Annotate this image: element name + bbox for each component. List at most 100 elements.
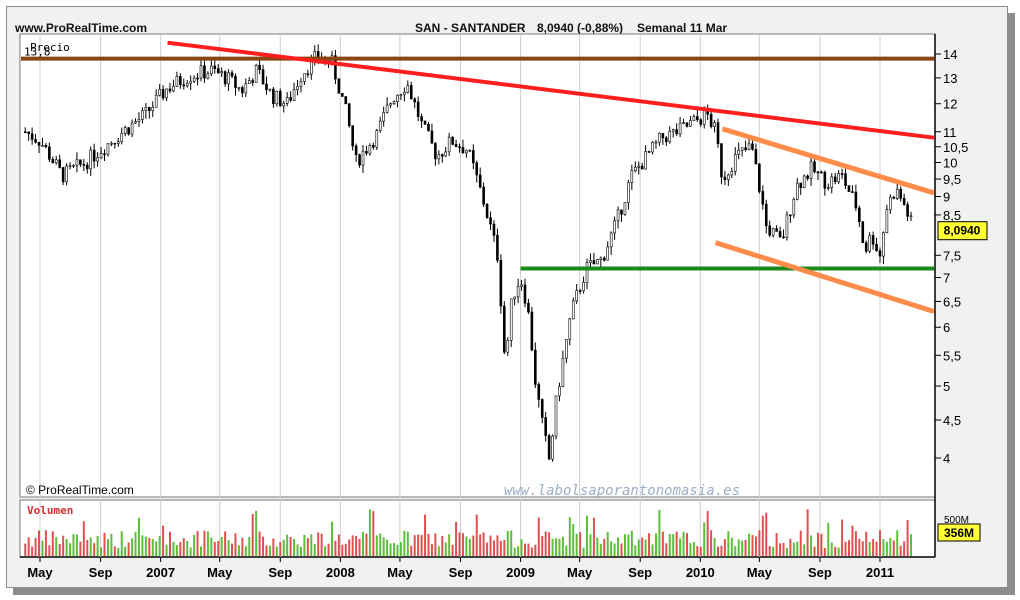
volume-bar	[713, 537, 716, 556]
candle-body	[244, 83, 248, 94]
candle-body	[75, 159, 79, 166]
candle-body	[189, 80, 192, 84]
y-tick-label: 7,5	[943, 248, 961, 263]
y-tick-label: 5,5	[943, 348, 961, 363]
candle-body	[658, 133, 661, 143]
candle-body	[265, 83, 268, 91]
candle-body	[406, 85, 410, 93]
candle-body	[241, 87, 244, 94]
candle-body	[506, 340, 510, 353]
volume-bar	[892, 540, 895, 556]
volume-bar	[375, 535, 378, 556]
volume-bar	[482, 532, 485, 556]
volume-bar	[306, 538, 309, 556]
candle-body	[516, 286, 520, 298]
candle-body	[682, 122, 685, 125]
candle-body	[196, 77, 199, 80]
candle-body	[675, 129, 678, 135]
volume-bar	[210, 537, 213, 556]
site-title[interactable]: www.ProRealTime.com	[15, 21, 148, 35]
candle-body	[165, 88, 168, 99]
volume-bar	[520, 539, 523, 556]
candle-body	[858, 207, 861, 223]
candle-body	[875, 244, 878, 252]
volume-bar	[324, 546, 327, 556]
candle-body	[430, 130, 434, 144]
candle-body	[882, 232, 885, 257]
volume-bar	[193, 534, 196, 556]
volume-bar	[237, 545, 240, 556]
volume-bar	[561, 536, 564, 556]
candle-body	[475, 162, 479, 176]
candle-body	[589, 260, 592, 263]
candle-body	[130, 122, 134, 135]
volume-bar	[692, 541, 695, 556]
candle-body	[613, 220, 616, 234]
volume-bar	[379, 533, 382, 556]
candle-body	[347, 103, 351, 127]
copyright-text: © ProRealTime.com	[26, 483, 134, 497]
candle-body	[110, 142, 113, 145]
candle-body	[503, 305, 506, 353]
volume-bar	[730, 537, 733, 556]
volume-bar	[51, 531, 54, 556]
volume-bar	[127, 542, 130, 556]
volume-bar	[327, 543, 330, 556]
candle-body	[871, 235, 875, 245]
volume-bar	[96, 536, 99, 556]
candle-body	[179, 76, 182, 86]
candle-body	[554, 395, 558, 437]
candle-body	[468, 150, 472, 152]
volume-bar	[272, 538, 275, 556]
volume-bar	[610, 541, 613, 556]
candle-body	[444, 151, 448, 157]
candle-body	[385, 104, 389, 113]
candle-body	[575, 290, 578, 302]
volume-bar	[110, 533, 113, 556]
x-tick-label: Sep	[449, 565, 473, 580]
candle-body	[182, 84, 186, 87]
volume-bar	[413, 535, 416, 556]
volume-bar	[834, 546, 837, 556]
volume-bar	[903, 541, 906, 556]
candle-body	[771, 228, 775, 236]
y-tick-label: 10,5	[943, 140, 968, 155]
volume-bar	[103, 532, 106, 556]
volume-bar	[217, 540, 220, 556]
candle-body	[830, 176, 834, 188]
y-tick-label: 12	[943, 97, 957, 112]
candle-body	[223, 71, 227, 85]
candle-body	[730, 171, 734, 176]
candle-body	[471, 150, 475, 164]
y-tick-label: 9,5	[943, 172, 961, 187]
volume-bar	[162, 525, 165, 556]
candle-body	[465, 150, 468, 154]
volume-tick-label: 500M	[944, 515, 969, 526]
volume-bar	[606, 532, 609, 556]
candle-body	[527, 302, 530, 313]
volume-bar	[744, 539, 747, 556]
volume-bar	[885, 541, 888, 556]
volume-bar	[751, 535, 754, 556]
volume-bar	[461, 533, 464, 556]
volume-bar	[189, 547, 192, 556]
volume-bar	[896, 530, 899, 556]
volume-bar	[506, 531, 509, 556]
candle-body	[258, 64, 261, 71]
volume-bar	[293, 539, 296, 556]
volume-bar	[813, 546, 816, 556]
volume-bar	[86, 540, 89, 556]
volume-bar	[658, 509, 661, 556]
volume-bar	[355, 536, 358, 556]
volume-bar	[75, 534, 78, 556]
candle-body	[409, 85, 413, 100]
volume-bar	[89, 537, 92, 556]
candle-body	[647, 151, 651, 153]
candle-body	[261, 69, 265, 85]
x-tick-label: May	[387, 565, 413, 580]
x-tick-label: May	[747, 565, 773, 580]
x-tick-label: 2009	[506, 565, 535, 580]
candle-body	[833, 176, 837, 183]
candle-body	[799, 182, 803, 189]
